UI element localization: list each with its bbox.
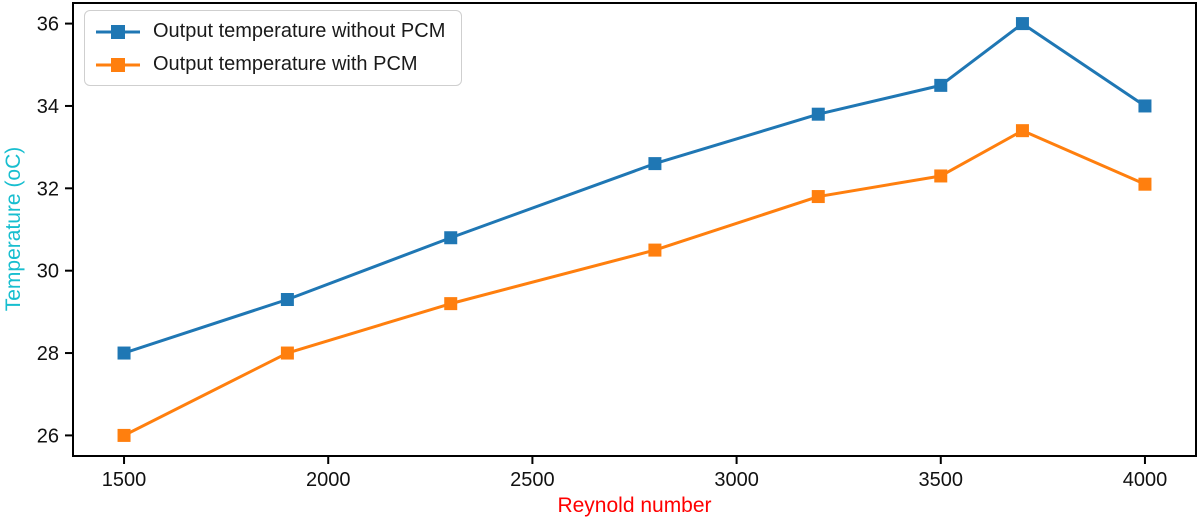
data-point-marker bbox=[648, 157, 662, 171]
data-point-marker bbox=[280, 293, 294, 307]
x-tick-label: 4000 bbox=[1123, 469, 1168, 491]
legend-swatch-line-marker-icon bbox=[96, 24, 140, 39]
legend-item-without-pcm: Output temperature without PCM bbox=[95, 15, 445, 48]
y-tick-label: 28 bbox=[37, 343, 59, 365]
data-point-marker bbox=[444, 231, 458, 245]
legend-label-without-pcm: Output temperature without PCM bbox=[153, 20, 446, 42]
x-tick-label: 3000 bbox=[714, 469, 759, 491]
x-tick-label: 1500 bbox=[102, 469, 147, 491]
legend-label-with-pcm: Output temperature with PCM bbox=[153, 53, 418, 75]
data-point-marker bbox=[811, 190, 825, 204]
y-tick-label: 36 bbox=[37, 14, 59, 36]
y-tick-label: 30 bbox=[37, 261, 59, 283]
x-tick-label: 2000 bbox=[306, 469, 351, 491]
x-tick-label: 3500 bbox=[919, 469, 964, 491]
data-point-marker bbox=[1015, 124, 1029, 138]
data-point-marker bbox=[934, 78, 948, 92]
legend-swatch-line-marker-icon bbox=[96, 57, 140, 72]
data-point-marker bbox=[1138, 177, 1152, 191]
y-tick-label: 26 bbox=[37, 425, 59, 447]
series-line-without-pcm bbox=[123, 22, 1146, 355]
data-point-marker bbox=[117, 346, 131, 360]
legend-item-with-pcm: Output temperature with PCM bbox=[95, 48, 445, 81]
axes-frame bbox=[72, 2, 1197, 457]
y-tick-label: 32 bbox=[37, 178, 59, 200]
legend: Output temperature without PCM Output te… bbox=[84, 10, 463, 86]
data-point-marker bbox=[811, 107, 825, 121]
data-point-marker bbox=[444, 297, 458, 311]
data-point-marker bbox=[1015, 17, 1029, 31]
data-point-marker bbox=[1138, 99, 1152, 113]
y-tick-label: 34 bbox=[37, 96, 59, 118]
x-tick-label: 2500 bbox=[510, 469, 555, 491]
data-point-marker bbox=[280, 346, 294, 360]
y-axis-label: Temperature (oC) bbox=[2, 146, 25, 312]
data-point-marker bbox=[934, 169, 948, 183]
data-point-marker bbox=[117, 428, 131, 442]
x-axis-label: Reynold number bbox=[557, 494, 712, 517]
series-line-with-pcm bbox=[123, 129, 1146, 437]
data-point-marker bbox=[648, 243, 662, 257]
